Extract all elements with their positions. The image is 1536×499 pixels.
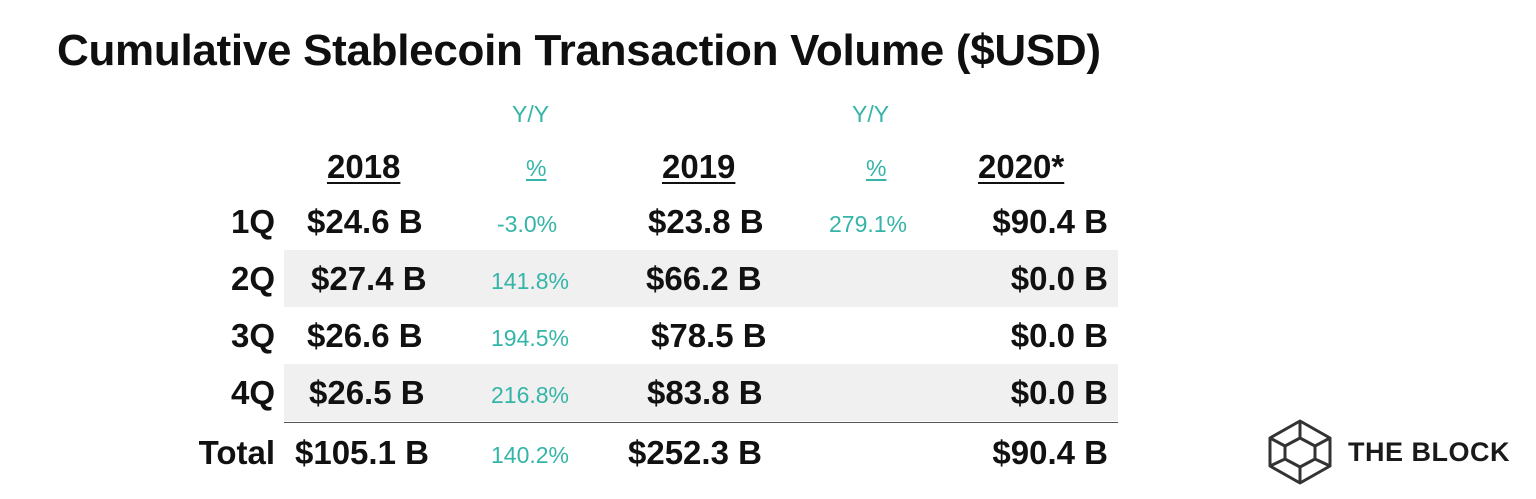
total-divider	[284, 422, 1118, 423]
column-header-2020: 2020*	[978, 148, 1065, 185]
column-header-yy-2-top: Y/Y	[852, 101, 890, 127]
value-2019: $78.5 B	[651, 317, 767, 354]
value-2019: $252.3 B	[628, 434, 762, 471]
row-label: Total	[198, 434, 275, 471]
value-2018: $27.4 B	[311, 260, 427, 297]
yy-2019: 194.5%	[491, 325, 570, 351]
yy-2019: 141.8%	[491, 268, 570, 294]
brand-name: THE BLOCK	[1348, 437, 1510, 467]
value-2020: $0.0 B	[1010, 374, 1108, 411]
column-header-yy-2-bottom: %	[866, 155, 887, 181]
value-2019: $83.8 B	[647, 374, 763, 411]
row-band-2q	[284, 250, 1118, 307]
row-label: 4Q	[230, 374, 275, 411]
column-header-yy-1-top: Y/Y	[512, 101, 550, 127]
value-2020: $0.0 B	[1010, 317, 1108, 354]
column-header-2019: 2019	[662, 148, 736, 185]
cube-icon	[1268, 419, 1332, 485]
chart-title: Cumulative Stablecoin Transaction Volume…	[57, 26, 1101, 75]
yy-2019: -3.0%	[497, 211, 558, 237]
value-2020: $90.4 B	[992, 203, 1108, 240]
value-2018: $24.6 B	[307, 203, 423, 240]
column-header-yy-1-bottom: %	[526, 155, 547, 181]
yy-2019: 216.8%	[491, 382, 570, 408]
value-2018: $26.5 B	[309, 374, 425, 411]
value-2020: $90.4 B	[992, 434, 1108, 471]
value-2018: $26.6 B	[307, 317, 423, 354]
value-2020: $0.0 B	[1010, 260, 1108, 297]
row-band-4q	[284, 364, 1118, 421]
row-label: 3Q	[230, 317, 275, 354]
yy-2019: 140.2%	[491, 442, 570, 468]
value-2019: $23.8 B	[648, 203, 764, 240]
value-2019: $66.2 B	[646, 260, 762, 297]
row-label: 2Q	[230, 260, 275, 297]
value-2018: $105.1 B	[295, 434, 429, 471]
yy-2020: 279.1%	[829, 211, 908, 237]
row-label: 1Q	[230, 203, 275, 240]
column-header-2018: 2018	[327, 148, 401, 185]
